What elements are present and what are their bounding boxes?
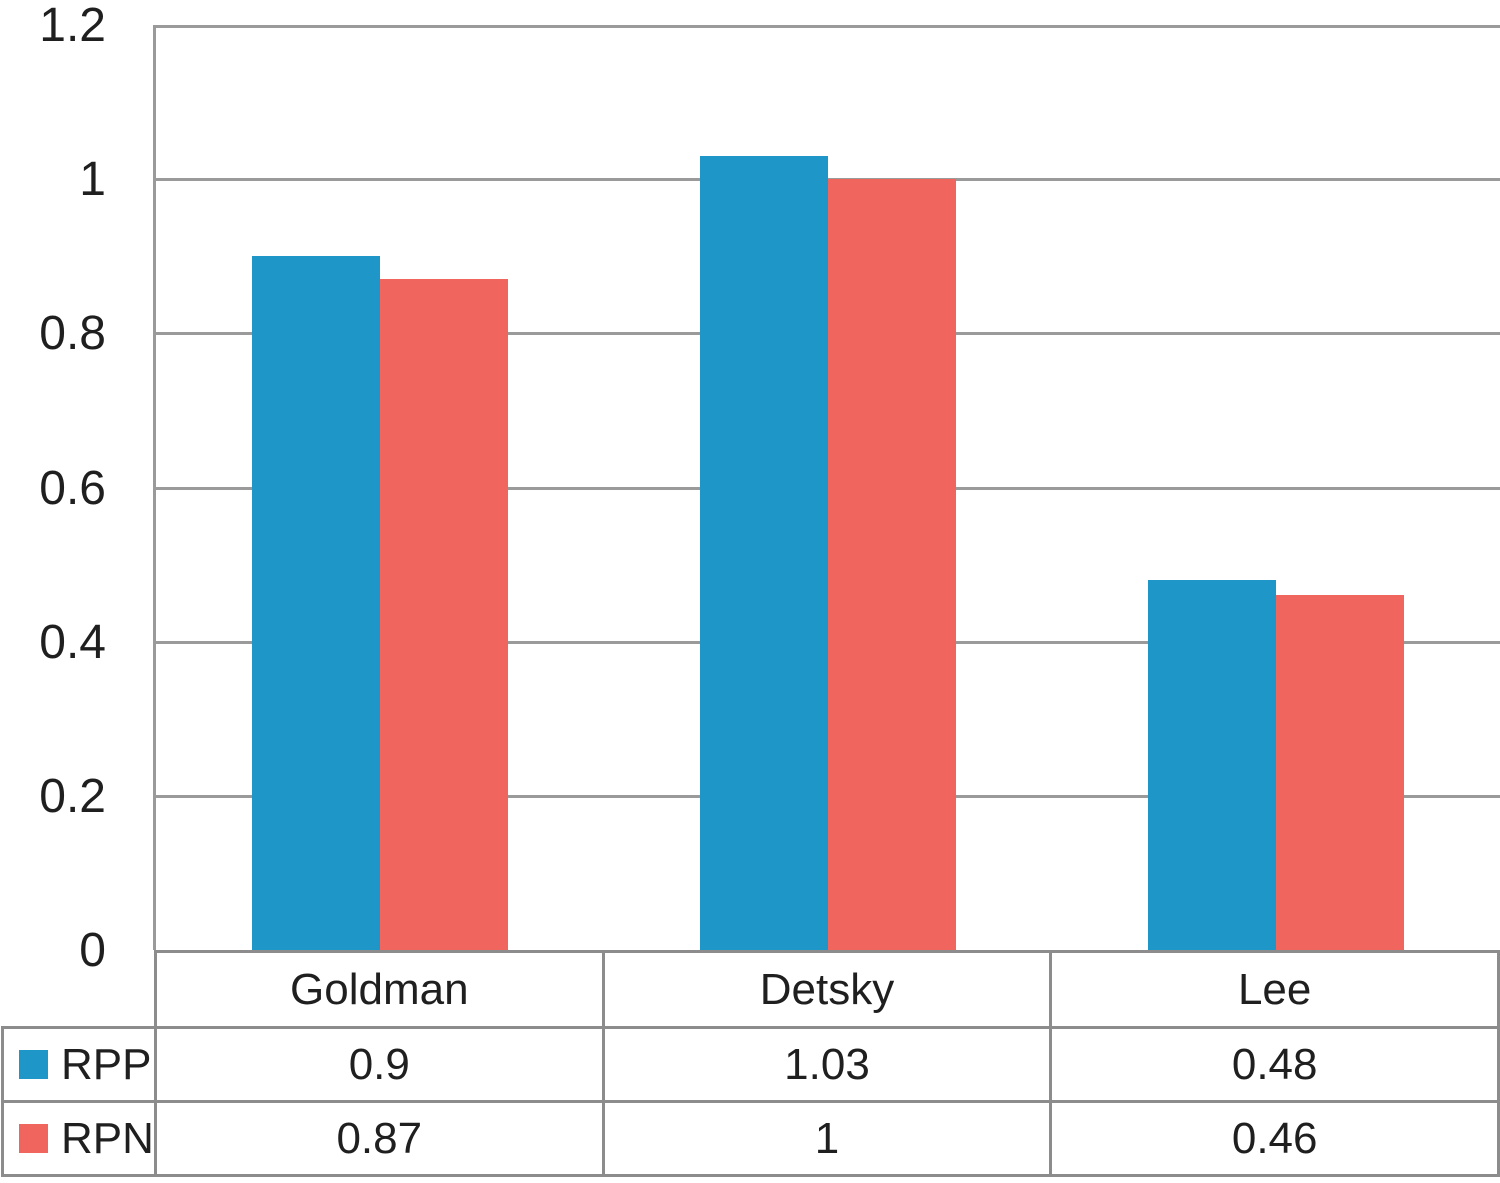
legend-key-rpp: RPP: [1, 1026, 157, 1103]
value-cell: 0.9: [153, 1026, 605, 1103]
table-row: RPN 0.87 1 0.46: [1, 1100, 1500, 1177]
legend-swatch-rpp: [19, 1050, 48, 1079]
y-tick-label: 0.8: [39, 307, 106, 360]
value-cell: 1.03: [601, 1026, 1053, 1103]
bar-rpp-goldman: [252, 256, 380, 950]
legend-key-rpn: RPN: [1, 1100, 157, 1177]
y-tick-label: 0.6: [39, 462, 106, 515]
legend-label: RPN: [61, 1113, 154, 1163]
table-corner-spacer: [3, 952, 156, 1028]
bar-rpp-lee: [1148, 580, 1276, 950]
data-table: Goldman Detsky Lee RPP 0.9 1.03 0.48 RPN 0.87 1 0.…: [1, 950, 1500, 1177]
plot-area: [153, 25, 1500, 950]
legend-label: RPP: [61, 1039, 152, 1089]
bar-rpn-goldman: [380, 279, 508, 950]
category-cell: Lee: [1049, 950, 1500, 1029]
y-tick-label: 1.2: [39, 0, 106, 52]
bar-rpn-detsky: [828, 179, 956, 950]
y-tick-label: 0.2: [39, 770, 106, 823]
y-tick-label: 0.4: [39, 616, 106, 669]
value-cell: 1: [601, 1100, 1053, 1177]
gridline: [156, 25, 1500, 28]
table-row: RPP 0.9 1.03 0.48: [1, 1026, 1500, 1103]
y-tick-label: 1: [79, 153, 106, 206]
value-cell: 0.48: [1049, 1026, 1500, 1103]
y-tick-label: 0: [79, 924, 106, 977]
bar-rpn-lee: [1276, 595, 1404, 950]
bar-rpp-detsky: [700, 156, 828, 950]
value-cell: 0.87: [153, 1100, 605, 1177]
value-cell: 0.46: [1049, 1100, 1500, 1177]
legend-swatch-rpn: [19, 1124, 48, 1153]
category-cell: Detsky: [601, 950, 1053, 1029]
category-cell: Goldman: [153, 950, 605, 1029]
